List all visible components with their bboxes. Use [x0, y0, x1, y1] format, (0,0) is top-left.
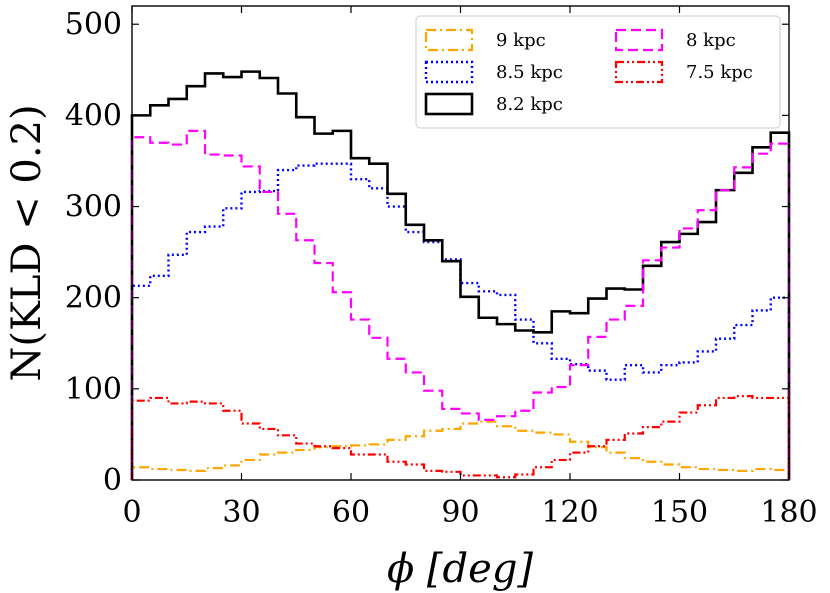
legend-swatch-9-kpc [424, 28, 474, 52]
series-8_5-kpc-line [130, 162, 791, 480]
x-tick-label: 60 [332, 495, 370, 530]
legend-label-8_2-kpc: 8.2 kpc [496, 94, 563, 115]
x-tick-label: 150 [651, 495, 708, 530]
x-axis: 0 30 60 90 120 150 180 [122, 6, 818, 530]
legend-swatch-7_5-kpc [614, 60, 664, 84]
y-axis-label: N(KLD < 0.2) [4, 104, 50, 381]
legend-label-7_5-kpc: 7.5 kpc [686, 62, 753, 83]
y-tick-label: 0 [103, 463, 122, 498]
legend-swatch-8-kpc [614, 28, 664, 52]
y-tick-label: 300 [65, 190, 122, 225]
y-tick-label: 400 [65, 98, 122, 133]
x-tick-label: 30 [222, 495, 260, 530]
legend: 9 kpc 8 kpc 8.5 kpc 7.5 kpc 8.2 kpc [415, 15, 781, 129]
series-9-kpc-line [130, 420, 791, 480]
y-tick-label: 200 [65, 281, 122, 316]
legend-swatch-8_5-kpc [424, 60, 474, 84]
y-tick-label: 100 [65, 372, 122, 407]
x-tick-label: 90 [441, 495, 479, 530]
x-axis-label: ϕ [deg] [387, 546, 533, 592]
legend-swatch-8_2-kpc [424, 92, 474, 116]
series-8-kpc-line [130, 129, 791, 480]
series-7_5-kpc-line [130, 395, 791, 480]
legend-box [415, 15, 781, 129]
series-layer [130, 70, 791, 480]
y-tick-label: 500 [65, 7, 122, 42]
legend-label-8_5-kpc: 8.5 kpc [496, 62, 563, 83]
y-axis: 0 100 200 300 400 500 [65, 7, 789, 498]
x-tick-label: 0 [122, 495, 141, 530]
x-tick-label: 180 [760, 495, 817, 530]
x-tick-label: 120 [541, 495, 598, 530]
legend-label-8-kpc: 8 kpc [686, 30, 736, 51]
legend-label-9-kpc: 9 kpc [496, 30, 546, 51]
